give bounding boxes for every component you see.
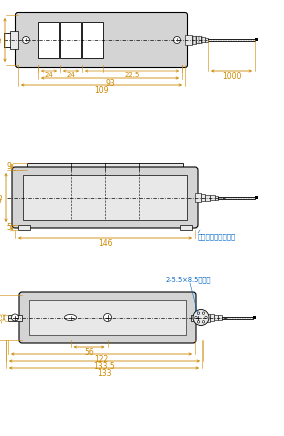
Bar (191, 314, 205, 320)
Bar (218, 315, 222, 320)
Text: 133: 133 (97, 369, 111, 378)
Circle shape (193, 310, 209, 326)
Text: 5.5: 5.5 (0, 312, 3, 323)
Bar (38, 22, 59, 58)
FancyBboxPatch shape (16, 13, 187, 68)
Circle shape (202, 320, 205, 323)
Bar (210, 195, 215, 200)
Bar (255, 38, 258, 41)
Text: 93: 93 (105, 79, 115, 88)
Bar (23, 175, 187, 220)
Text: 122: 122 (94, 355, 108, 364)
Bar (192, 36, 196, 44)
Text: 5: 5 (6, 223, 11, 232)
Bar (8, 314, 22, 320)
Circle shape (197, 312, 200, 314)
Bar (201, 194, 205, 201)
Ellipse shape (64, 314, 76, 320)
Text: サポートブラケット: サポートブラケット (198, 233, 236, 240)
Bar (255, 196, 258, 199)
Bar (27, 163, 183, 170)
Text: 133.5: 133.5 (94, 362, 115, 371)
Text: 109: 109 (94, 86, 109, 95)
Bar (214, 315, 218, 320)
Bar (10, 31, 18, 49)
Circle shape (202, 312, 205, 314)
FancyBboxPatch shape (12, 167, 198, 228)
Text: 1000: 1000 (222, 72, 241, 81)
Bar (18, 225, 30, 230)
Bar (215, 195, 218, 200)
Bar (60, 22, 81, 58)
Circle shape (11, 314, 18, 321)
Bar (185, 35, 192, 45)
Circle shape (205, 316, 207, 319)
Circle shape (22, 37, 30, 44)
Text: 45: 45 (0, 193, 5, 202)
Bar (29, 300, 186, 335)
Text: 45: 45 (0, 35, 4, 45)
Bar (205, 194, 210, 201)
Bar (201, 37, 205, 42)
Bar (205, 38, 208, 42)
Circle shape (174, 37, 181, 44)
Bar (210, 314, 214, 321)
Text: 24: 24 (67, 72, 75, 78)
FancyBboxPatch shape (19, 292, 196, 343)
Text: 56: 56 (84, 348, 94, 357)
Text: 2-5.5×8.5取付穴: 2-5.5×8.5取付穴 (165, 276, 211, 283)
Bar (195, 193, 201, 202)
Bar (82, 22, 103, 58)
Circle shape (197, 320, 200, 323)
Text: 22.5: 22.5 (124, 72, 140, 78)
Circle shape (195, 314, 202, 321)
Bar (253, 316, 256, 319)
Bar (196, 37, 201, 44)
Text: 24: 24 (45, 72, 53, 78)
Text: 9: 9 (6, 162, 11, 171)
Bar (180, 225, 192, 230)
Circle shape (195, 316, 197, 319)
Circle shape (103, 313, 112, 321)
Bar (205, 313, 210, 321)
Text: 146: 146 (98, 239, 112, 248)
